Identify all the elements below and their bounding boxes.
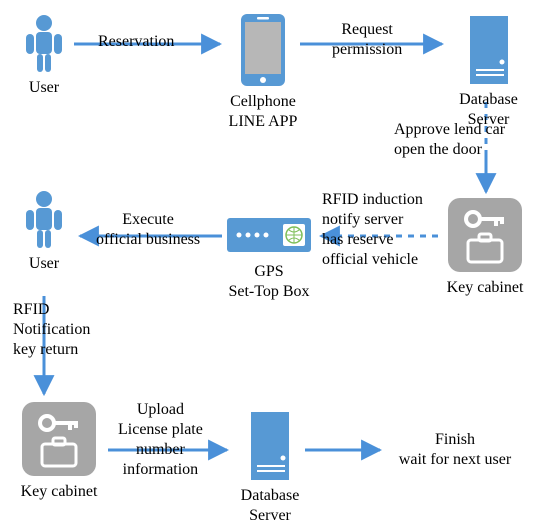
edge-label-reservation: Reservation	[98, 32, 174, 52]
node-user-2: User	[14, 190, 74, 274]
node-finish-label: Finish wait for next user	[370, 430, 540, 470]
edge-label-approve-lend: Approve lend car open the door	[394, 120, 505, 160]
server-icon	[235, 410, 305, 482]
node-phone-label: Cellphone LINE APP	[228, 92, 298, 132]
node-server-1: Database Server	[446, 14, 531, 130]
keycabinet-icon	[440, 196, 530, 274]
node-gps: GPS Set-Top Box	[224, 210, 314, 302]
edge-label-rfid-key-return: RFID Notification key return	[13, 300, 90, 360]
node-phone: Cellphone LINE APP	[228, 12, 298, 132]
node-user-1: User	[14, 14, 74, 98]
node-keycabinet-1-label: Key cabinet	[440, 278, 530, 298]
person-icon	[14, 14, 74, 74]
keycabinet-icon	[14, 400, 104, 478]
node-gps-label: GPS Set-Top Box	[224, 262, 314, 302]
phone-icon	[228, 12, 298, 88]
node-keycabinet-2-label: Key cabinet	[14, 482, 104, 502]
node-user-2-label: User	[14, 254, 74, 274]
node-server-2: Database Server	[235, 410, 305, 526]
edge-label-upload-plate: Upload License plate number information	[118, 400, 203, 480]
node-server-2-label: Database Server	[235, 486, 305, 526]
diagram-stage: User Cellphone LINE APP Database Server	[0, 0, 550, 527]
node-keycabinet-1: Key cabinet	[440, 196, 530, 298]
node-keycabinet-2: Key cabinet	[14, 400, 104, 502]
settopbox-icon	[224, 210, 314, 258]
person-icon	[14, 190, 74, 250]
edge-label-execute-business: Execute official business	[96, 210, 200, 250]
node-user-1-label: User	[14, 78, 74, 98]
edge-label-rfid-induction: RFID induction notify server has reserve…	[322, 190, 423, 270]
server-icon	[446, 14, 531, 86]
edge-label-request-permission: Request permission	[332, 20, 402, 60]
